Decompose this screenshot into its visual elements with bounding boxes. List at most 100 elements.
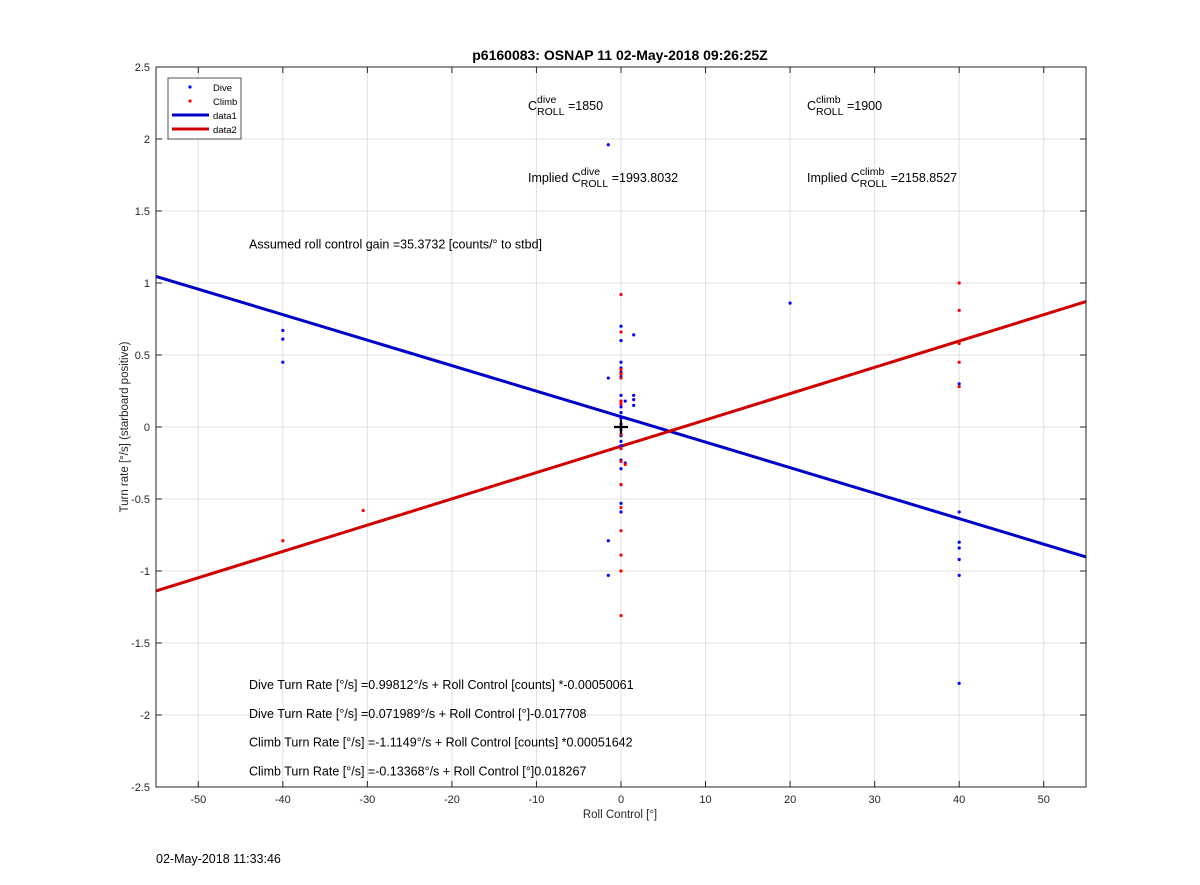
- point-dive: [281, 337, 285, 341]
- point-climb: [619, 399, 623, 403]
- legend-data1-label: data1: [213, 111, 237, 122]
- point-dive: [619, 467, 623, 471]
- point-dive: [619, 324, 623, 328]
- point-climb: [361, 508, 365, 513]
- x-tick-label: 30: [869, 794, 881, 806]
- annotation-superscript: dive: [581, 166, 600, 178]
- annotation-prefix: Implied C: [807, 171, 860, 185]
- point-climb: [619, 614, 623, 618]
- point-dive: [632, 403, 636, 407]
- point-climb: [619, 459, 623, 464]
- legend-data2-label: data2: [213, 125, 237, 136]
- x-tick-label: -20: [444, 794, 460, 806]
- x-tick-label: -50: [190, 794, 206, 806]
- point-dive: [619, 360, 623, 364]
- annotation-c_climb: Cclimb ROLL =1900: [807, 94, 882, 118]
- y-tick-label: -2.5: [131, 782, 150, 794]
- annotation-subscript: ROLL: [860, 178, 888, 190]
- y-tick-label: 2.5: [135, 62, 150, 74]
- annotation-subscript: ROLL: [537, 106, 565, 118]
- y-tick-label: 2: [144, 134, 150, 146]
- point-climb: [619, 447, 623, 451]
- annotation-value: =1900: [843, 99, 882, 113]
- point-dive: [606, 539, 610, 543]
- y-axis-label: Turn rate [°/s] (starboard positive): [119, 341, 131, 512]
- annotation-eq2: Dive Turn Rate [°/s] =0.071989°/s + Roll…: [249, 707, 586, 721]
- annotation-eq4: Climb Turn Rate [°/s] =-0.13368°/s + Rol…: [249, 764, 586, 778]
- point-dive: [632, 333, 636, 337]
- point-dive: [957, 546, 961, 550]
- annotation-value: =2158.8527: [887, 171, 957, 185]
- legend-dive-label: Dive: [213, 83, 232, 94]
- point-dive: [957, 573, 961, 577]
- y-tick-label: -1: [140, 566, 150, 578]
- legend: Dive Climb data1 data2: [167, 77, 242, 140]
- point-dive: [619, 393, 623, 397]
- y-tick-label: -1.5: [131, 638, 150, 650]
- point-dive: [623, 399, 627, 403]
- point-dive: [788, 301, 792, 305]
- point-climb: [957, 360, 961, 364]
- plot-series: [155, 143, 1087, 685]
- point-climb: [957, 281, 961, 285]
- point-dive: [619, 510, 623, 514]
- point-climb: [623, 462, 627, 467]
- point-dive: [957, 681, 961, 685]
- legend-item-dive: Dive: [188, 83, 232, 94]
- point-climb: [619, 529, 623, 533]
- point-dive: [957, 557, 961, 562]
- fit-line-data1: [155, 274, 1087, 559]
- point-dive: [281, 328, 285, 333]
- point-climb: [957, 341, 961, 346]
- point-climb: [619, 553, 623, 557]
- point-climb: [619, 506, 623, 510]
- annotation-eq1: Dive Turn Rate [°/s] =0.99812°/s + Roll …: [249, 678, 634, 692]
- axis-ticks: -50 -40 -30 -20 -10 0 10 20 30 40 50-2.5-2-1.5-1-0…: [131, 62, 1086, 806]
- y-tick-label: 1: [144, 278, 150, 290]
- point-dive: [619, 416, 623, 420]
- annotation-prefix: C: [807, 99, 816, 113]
- point-dive: [957, 540, 961, 544]
- x-tick-label: -40: [275, 794, 291, 806]
- y-tick-label: -0.5: [131, 494, 150, 506]
- legend-item-data2: data2: [172, 125, 237, 136]
- annotation-superscript: dive: [537, 94, 556, 106]
- x-tick-label: 50: [1038, 794, 1050, 806]
- legend-item-data1: data1: [172, 111, 237, 122]
- annotation-superscript: climb: [816, 94, 841, 106]
- point-climb: [619, 402, 623, 406]
- point-climb: [619, 372, 623, 376]
- y-tick-label: 0.5: [135, 350, 150, 362]
- point-dive: [606, 143, 610, 147]
- x-tick-label: 20: [784, 794, 796, 806]
- point-dive: [632, 398, 636, 402]
- point-dive: [619, 501, 623, 505]
- point-dive: [619, 405, 623, 409]
- legend-climb-label: Climb: [213, 97, 237, 108]
- annotation-eq3: Climb Turn Rate [°/s] =-1.1149°/s + Roll…: [249, 736, 633, 750]
- x-tick-label: -10: [529, 794, 545, 806]
- point-climb: [619, 376, 623, 380]
- point-dive: [619, 339, 623, 343]
- point-dive: [632, 393, 636, 397]
- point-climb: [619, 330, 623, 334]
- x-tick-label: 0: [618, 794, 624, 806]
- annotation-implied_dive: Implied Cdive ROLL =1993.8032: [528, 166, 678, 190]
- annotation-prefix: C: [528, 99, 537, 113]
- point-climb: [957, 385, 961, 389]
- annotation-gain: Assumed roll control gain =35.3732 [coun…: [249, 237, 542, 251]
- point-climb: [619, 483, 623, 487]
- point-dive: [606, 376, 610, 380]
- legend-dive-marker: [188, 85, 192, 89]
- point-climb: [619, 292, 623, 297]
- x-tick-label: 10: [699, 794, 711, 806]
- legend-item-climb: Climb: [188, 97, 237, 108]
- annotation-value: =1850: [564, 99, 603, 113]
- annotation-c_dive: Cdive ROLL =1850: [528, 94, 603, 118]
- legend-climb-marker: [188, 99, 192, 103]
- point-climb: [957, 308, 961, 312]
- annotation-prefix: Implied C: [528, 171, 581, 185]
- x-tick-label: -30: [359, 794, 375, 806]
